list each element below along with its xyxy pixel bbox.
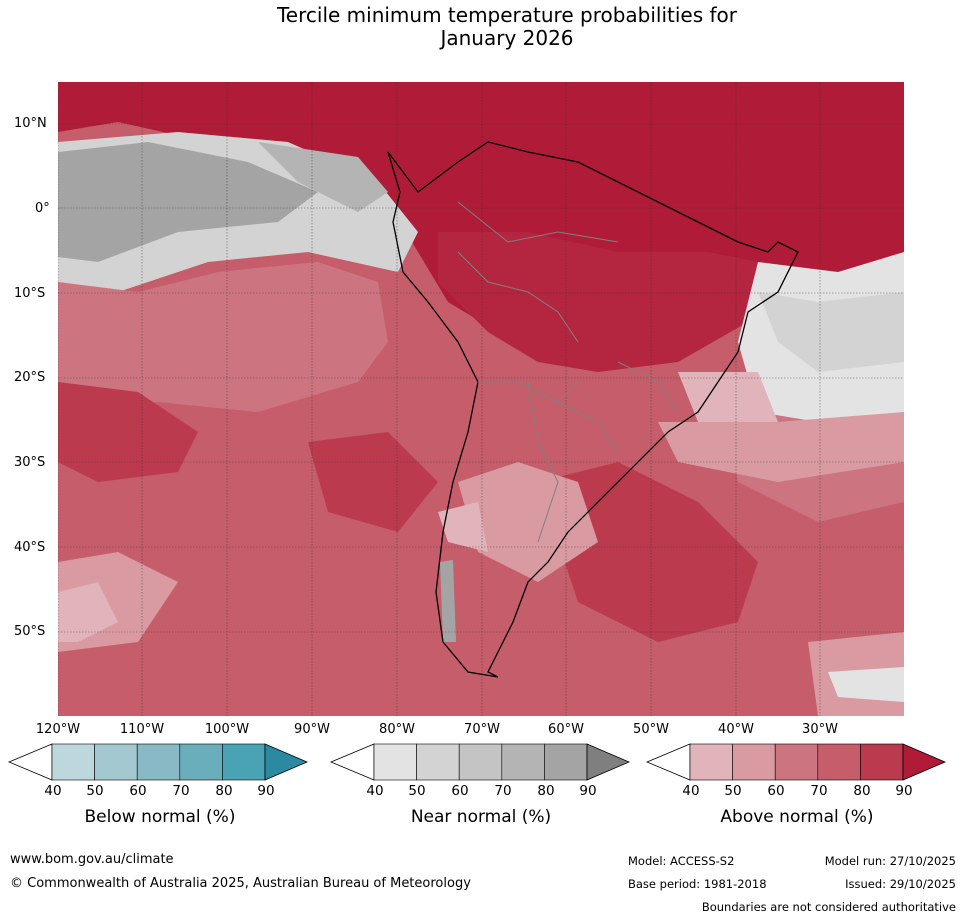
tick-label: 50 xyxy=(724,783,742,799)
tick-label: 80 xyxy=(215,783,233,799)
tick-label: 70 xyxy=(810,783,828,799)
colorbar-segment xyxy=(179,743,223,781)
tick-label: 50 xyxy=(86,783,104,799)
colorbar-segment xyxy=(544,743,588,781)
lat-label: 50°S xyxy=(14,624,46,639)
tick-label: 90 xyxy=(579,783,597,799)
colorbar-segment xyxy=(458,743,503,781)
map-title: Tercile minimum temperature probabilitie… xyxy=(0,4,965,50)
lon-label: 60°W xyxy=(548,722,584,737)
lon-label: 40°W xyxy=(718,722,754,737)
lon-label: 50°W xyxy=(633,722,669,737)
colorbar-segment xyxy=(222,743,266,781)
probability-map xyxy=(58,82,904,716)
tick-label: 80 xyxy=(853,783,871,799)
near-normal-colorbar xyxy=(330,743,631,781)
tick-label: 40 xyxy=(366,783,384,799)
tick-label: 90 xyxy=(895,783,913,799)
lat-label: 20°S xyxy=(14,370,46,385)
lon-label: 80°W xyxy=(379,722,415,737)
lat-label: 10°N xyxy=(14,116,47,131)
tick-label: 60 xyxy=(451,783,469,799)
website-link[interactable]: www.bom.gov.au/climate xyxy=(10,852,174,867)
colorbar-segment xyxy=(373,743,417,781)
above-normal-colorbar xyxy=(646,743,947,781)
colorbar-extend-high xyxy=(586,743,631,781)
lon-label: 90°W xyxy=(294,722,330,737)
tick-label: 80 xyxy=(537,783,555,799)
colorbar-segment xyxy=(689,743,733,781)
tick-label: 70 xyxy=(172,783,190,799)
tick-label: 90 xyxy=(257,783,275,799)
colorbar-extend-high xyxy=(902,743,947,781)
lat-label: 10°S xyxy=(14,286,46,301)
colorbar-segment xyxy=(416,743,460,781)
boundaries-disclaimer: Boundaries are not considered authoritat… xyxy=(701,900,956,914)
tick-label: 40 xyxy=(682,783,700,799)
title-line-2: January 2026 xyxy=(440,26,574,50)
colorbar-segment xyxy=(860,743,904,781)
lat-label: 30°S xyxy=(14,455,46,470)
colorbar-extend-low xyxy=(646,743,691,781)
tick-label: 70 xyxy=(494,783,512,799)
near-normal-title: Near normal (%) xyxy=(410,807,552,827)
model-name: Model: ACCESS-S2 xyxy=(628,854,735,868)
colorbar-extend-high xyxy=(264,743,309,781)
issued-date: Issued: 29/10/2025 xyxy=(845,877,956,891)
colorbar-segment xyxy=(94,743,138,781)
tick-label: 50 xyxy=(408,783,426,799)
above-normal-title: Above normal (%) xyxy=(720,807,874,827)
lon-label: 110°W xyxy=(119,722,165,737)
colorbar-segment xyxy=(136,743,181,781)
colorbar-extend-low xyxy=(330,743,375,781)
colorbar-segment xyxy=(817,743,861,781)
model-run: Model run: 27/10/2025 xyxy=(824,854,956,868)
lat-label: 0° xyxy=(35,201,50,216)
colorbar-segment xyxy=(501,743,545,781)
tick-label: 60 xyxy=(767,783,785,799)
map-canvas xyxy=(58,82,904,716)
copyright: © Commonwealth of Australia 2025, Austra… xyxy=(10,876,471,891)
title-line-1: Tercile minimum temperature probabilitie… xyxy=(276,3,738,27)
colorbar-extend-low xyxy=(8,743,53,781)
lon-label: 120°W xyxy=(35,722,81,737)
colorbar-segment xyxy=(51,743,95,781)
lat-label: 40°S xyxy=(14,540,46,555)
tick-label: 60 xyxy=(129,783,147,799)
base-period: Base period: 1981-2018 xyxy=(628,877,767,891)
lon-label: 70°W xyxy=(464,722,500,737)
colorbar-segment xyxy=(774,743,819,781)
tick-label: 40 xyxy=(44,783,62,799)
colorbar-segment xyxy=(732,743,776,781)
lon-label: 30°W xyxy=(802,722,838,737)
below-normal-colorbar xyxy=(8,743,309,781)
below-normal-title: Below normal (%) xyxy=(84,807,236,827)
lon-label: 100°W xyxy=(204,722,250,737)
